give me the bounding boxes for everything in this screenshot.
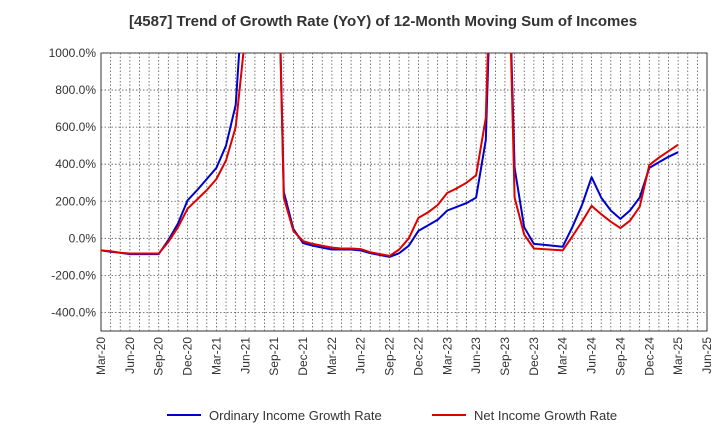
legend: Ordinary Income Growth Rate Net Income Gr…	[167, 408, 617, 423]
series-lines	[101, 53, 679, 258]
x-tick-label: Mar-23	[440, 337, 454, 375]
x-tick-label: Jun-22	[354, 337, 368, 374]
y-tick-label: -200.0%	[51, 268, 96, 282]
x-tick-label: Dec-20	[181, 337, 195, 376]
x-tick-label: Mar-22	[325, 337, 339, 375]
x-tick-label: Jun-20	[123, 337, 137, 374]
x-tick-label: Dec-21	[296, 337, 310, 376]
x-tick-label: Mar-20	[94, 337, 108, 375]
x-tick-label: Dec-23	[527, 337, 541, 376]
y-tick-label: 400.0%	[55, 157, 96, 171]
x-tick-label: Mar-24	[556, 337, 570, 375]
y-tick-label: -400.0%	[51, 305, 96, 319]
y-tick-label: 800.0%	[55, 83, 96, 97]
x-tick-label: Sep-21	[267, 337, 281, 376]
x-tick-label: Dec-22	[411, 337, 425, 376]
y-tick-label: 600.0%	[55, 120, 96, 134]
y-tick-label: 0.0%	[69, 231, 97, 245]
legend-label: Ordinary Income Growth Rate	[209, 408, 382, 423]
x-tick-label: Sep-22	[383, 337, 397, 376]
x-tick-label: Jun-25	[700, 337, 714, 374]
x-axis-ticks: Mar-20 Jun-20 Sep-20 Dec-20 Mar-21 Jun-21 Sep-…	[94, 337, 714, 376]
legend-label: Net Income Growth Rate	[474, 408, 617, 423]
series-line-2	[101, 53, 679, 257]
x-tick-label: Jun-21	[238, 337, 252, 374]
x-tick-label: Sep-23	[498, 337, 512, 376]
y-tick-label: 200.0%	[55, 194, 96, 208]
y-tick-label: 1000.0%	[49, 46, 97, 60]
chart-title: [4587] Trend of Growth Rate (YoY) of 12-…	[129, 13, 637, 30]
x-tick-label: Jun-24	[585, 337, 599, 374]
x-tick-label: Jun-23	[469, 337, 483, 374]
x-tick-label: Dec-24	[642, 337, 656, 376]
x-tick-label: Sep-24	[613, 337, 627, 376]
y-axis-ticks: 1000.0% 800.0% 600.0% 400.0% 200.0% 0.0% -200.…	[49, 46, 97, 319]
x-tick-label: Mar-21	[209, 337, 223, 375]
plot-area	[100, 52, 708, 332]
series-line-1	[101, 53, 679, 258]
grid-lines	[101, 52, 707, 331]
x-tick-label: Sep-20	[152, 337, 166, 376]
x-tick-label: Mar-25	[671, 337, 685, 375]
